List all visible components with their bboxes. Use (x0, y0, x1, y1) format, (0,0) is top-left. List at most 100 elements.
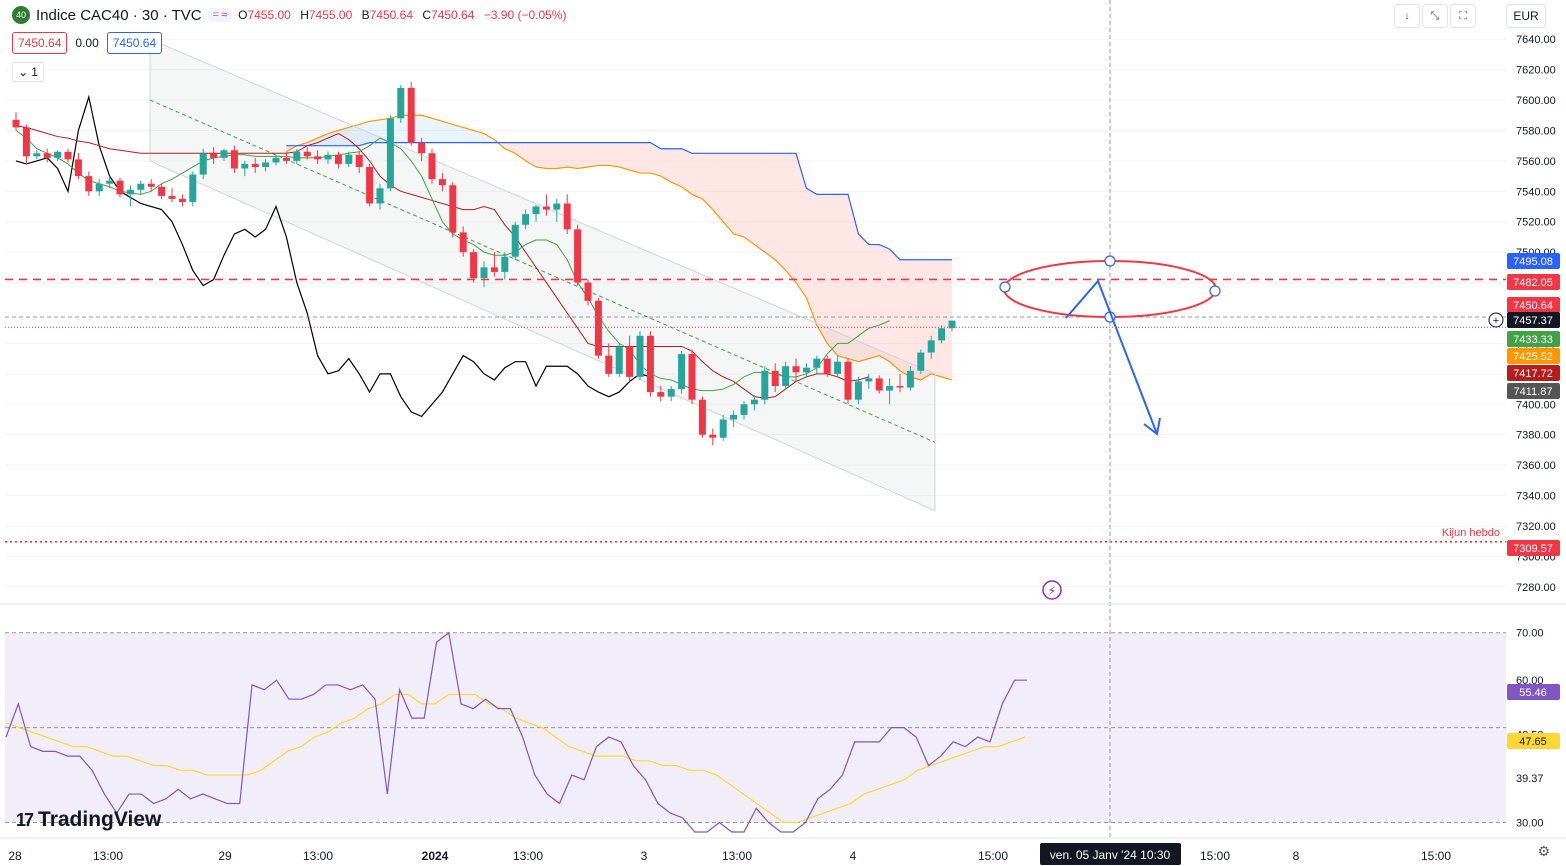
price-label-text: 7482.05 (1513, 277, 1553, 289)
cloud-segment (837, 194, 848, 359)
price-label-box (1507, 348, 1560, 364)
x-tick-label: 13:00 (513, 849, 543, 863)
candle-body (813, 358, 821, 368)
fullscreen-icon[interactable]: ⛶ (1450, 4, 1476, 28)
cloud-segment (598, 142, 609, 166)
cloud-segment (733, 153, 744, 237)
lightning-event-icon (1042, 580, 1062, 600)
cloud-segment (369, 119, 380, 143)
indicator-pill[interactable]: = ≈ (207, 8, 233, 22)
candle-body (210, 153, 218, 158)
cloud-segment (442, 121, 453, 143)
cloud-segment (463, 127, 474, 143)
cloud-segment (421, 115, 432, 143)
rsi-label-text: 47.65 (1519, 736, 1547, 748)
drawing-annotations[interactable]: ⚡ (999, 255, 1221, 600)
cloud-segment (348, 124, 360, 146)
candle-body (22, 127, 30, 157)
y-tick-label: 7380.00 (1516, 430, 1556, 442)
price-label-box (1507, 297, 1560, 313)
price-label-text: 7309.57 (1513, 543, 1553, 555)
candle-body (927, 340, 935, 353)
tradingview-logo[interactable]: 17 TradingView (16, 808, 161, 832)
x-tick-label: 15:00 (1200, 849, 1230, 863)
cloud-segment (317, 133, 328, 146)
bid-price[interactable]: 7450.64 (12, 32, 68, 54)
symbol-title[interactable]: Indice CAC40 · 30 · TVC (36, 6, 202, 24)
indicator-collapse-button[interactable]: ⌄ 1 (12, 62, 44, 82)
cloud-segment (806, 188, 817, 326)
cloud-segment (473, 130, 484, 143)
candle-body (553, 203, 561, 210)
candle-body (750, 399, 758, 405)
candle-body (64, 151, 72, 160)
candle-body (168, 195, 176, 199)
candle-body (875, 378, 883, 391)
y-tick-label: 7540.00 (1516, 186, 1556, 198)
candle-body (802, 367, 810, 373)
cloud-segment (629, 142, 640, 174)
x-tick-label: 15:00 (1421, 849, 1451, 863)
cloud-segment (484, 133, 495, 143)
ask-price[interactable]: 7450.64 (106, 32, 163, 54)
candle-body (366, 166, 374, 204)
ellipse-handle (1104, 255, 1116, 267)
candle-body (532, 206, 540, 215)
rsi-y-tick-label: 39.37 (1516, 773, 1544, 785)
candle-body (386, 118, 394, 189)
candle-body (449, 185, 457, 233)
cloud-segment (525, 142, 536, 167)
candle-body (293, 151, 301, 161)
price-label-box (1507, 312, 1560, 328)
candle-body (948, 320, 956, 329)
cloud-segment (702, 153, 713, 210)
rsi-ma-line (5, 693, 1026, 824)
move-down-icon[interactable]: ↓ (1394, 4, 1420, 28)
cloud-segment (452, 124, 464, 143)
candle-body (584, 282, 592, 301)
symbol-legend[interactable]: 40 Indice CAC40 · 30 · TVC = ≈ O7455.00 H… (12, 6, 572, 24)
collapse-pane-icon[interactable]: ⤡ (1422, 4, 1448, 28)
candle-body (719, 419, 727, 438)
crosshair-time-label: ven. 05 Janv '24 10:30 (1050, 848, 1171, 862)
candle-body (917, 352, 925, 371)
y-tick-label: 7280.00 (1516, 582, 1556, 594)
price-label-text: 7411.87 (1514, 386, 1553, 398)
candle-body (324, 154, 332, 160)
tradingview-mark-icon: 17 (16, 809, 34, 830)
candle-body (147, 183, 155, 187)
candle-body (667, 389, 675, 397)
rsi-line (5, 631, 1027, 833)
candle-body (480, 267, 488, 279)
candle-body (709, 434, 717, 438)
candle-body (314, 156, 322, 160)
cloud-segment (816, 194, 828, 344)
cloud-segment (504, 142, 516, 154)
candle-body (334, 154, 342, 164)
candle-body (116, 180, 124, 195)
candle-body (43, 153, 51, 158)
price-axes: 7280.007300.007320.007340.007360.007380.… (1488, 34, 1560, 830)
cloud-segment (577, 142, 588, 169)
currency-selector[interactable]: EUR (1506, 4, 1546, 28)
settings-gear-icon[interactable]: ⚙ (1537, 843, 1550, 859)
price-label-box (1507, 253, 1560, 269)
price-label-text: 7450.64 (1513, 300, 1553, 312)
candle-body (886, 386, 894, 391)
ellipse-handle (1209, 285, 1221, 297)
y-tick-label: 7320.00 (1516, 521, 1556, 533)
lightning-glyph: ⚡ (1048, 584, 1056, 598)
cloud-segment (692, 153, 703, 199)
candle-body (303, 151, 311, 157)
candle-body (542, 206, 550, 210)
rsi-label-box (1507, 733, 1560, 749)
candle-body (199, 153, 207, 175)
cloud-segment (931, 259, 942, 377)
x-tick-label: 13:00 (722, 849, 752, 863)
x-tick-label: 28 (8, 849, 22, 863)
cloud-segment (754, 153, 765, 253)
candle-body (740, 404, 748, 415)
candle-body (272, 157, 280, 163)
candle-body (85, 176, 93, 192)
